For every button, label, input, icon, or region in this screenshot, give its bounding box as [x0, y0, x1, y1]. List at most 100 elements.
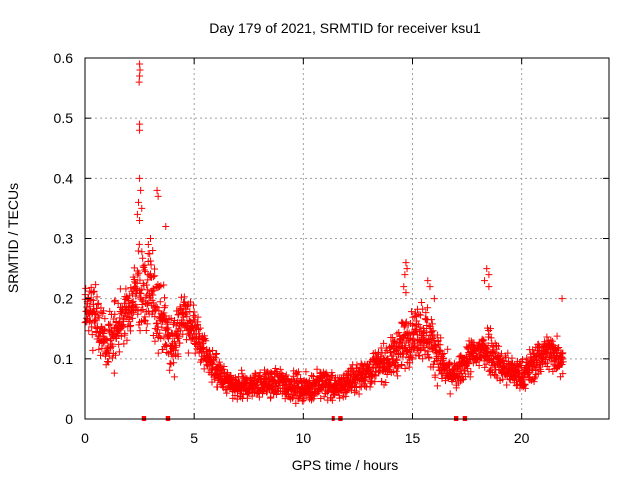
data-point: [121, 329, 129, 337]
data-point: [508, 354, 516, 362]
data-point: [408, 355, 416, 363]
data-point: [147, 235, 154, 242]
data-point: [206, 347, 214, 355]
data-point: [89, 346, 97, 354]
data-point: [382, 379, 390, 387]
data-point: [392, 367, 400, 375]
data-point: [389, 352, 397, 360]
data-point: [125, 299, 133, 307]
data-point: [548, 340, 556, 348]
data-point: [156, 283, 164, 291]
data-point: [141, 313, 149, 321]
data-point: [109, 342, 117, 350]
data-point: [137, 186, 145, 194]
data-point: [371, 371, 379, 379]
data-point: [558, 295, 566, 303]
data-point: [195, 338, 203, 346]
data-point: [135, 269, 143, 277]
data-point: [481, 277, 489, 285]
data-point: [393, 364, 401, 372]
data-point: [103, 336, 111, 344]
data-point: [93, 307, 101, 315]
data-point: [243, 394, 251, 402]
data-point: [351, 380, 359, 388]
data-point: [294, 368, 302, 376]
data-point: [545, 365, 553, 373]
data-point: [485, 367, 493, 375]
data-point: [88, 323, 96, 331]
data-point: [519, 356, 527, 364]
data-point: [456, 377, 464, 385]
data-point: [104, 357, 112, 365]
data-point: [136, 126, 144, 134]
data-point: [231, 392, 239, 400]
data-point: [485, 271, 493, 279]
data-point: [387, 348, 395, 356]
grid-lines: [85, 58, 609, 419]
data-point: [160, 304, 168, 312]
data-point: [184, 349, 192, 357]
data-point: [424, 304, 432, 312]
data-point: [138, 248, 146, 256]
data-point: [137, 307, 145, 315]
data-point: [153, 304, 161, 312]
data-point: [429, 327, 437, 335]
data-point: [412, 326, 420, 334]
data-point: [331, 390, 339, 398]
data-point: [142, 327, 150, 335]
data-point: [153, 186, 161, 194]
data-point: [172, 346, 180, 354]
data-point: [366, 383, 374, 391]
data-point: [133, 303, 141, 311]
data-point: [204, 362, 212, 370]
data-point: [401, 364, 409, 372]
y-tick-label: 0.3: [54, 231, 74, 247]
data-point: [129, 314, 137, 322]
data-point: [328, 396, 336, 404]
data-point: [302, 368, 310, 376]
data-point: [422, 309, 430, 317]
data-point: [521, 384, 529, 392]
data-point: [267, 393, 275, 401]
data-point: [112, 351, 120, 359]
data-point: [136, 276, 144, 284]
data-point: [320, 393, 328, 401]
data-point: [170, 337, 178, 345]
data-point: [372, 372, 380, 380]
y-axis-label: SRMTID / TECUs: [5, 183, 21, 293]
data-point: [143, 320, 151, 328]
data-point: [154, 349, 162, 357]
data-point: [503, 381, 511, 389]
data-point: [198, 356, 206, 364]
data-point: [136, 120, 144, 128]
data-point: [186, 317, 194, 325]
data-point: [436, 341, 444, 349]
data-point: [143, 281, 151, 289]
data-point: [123, 336, 131, 344]
data-point: [125, 314, 133, 322]
data-point: [136, 60, 144, 68]
data-point: [138, 285, 146, 293]
data-point: [135, 78, 143, 86]
data-point: [106, 307, 114, 315]
data-point: [425, 354, 433, 362]
data-point: [495, 342, 503, 350]
data-point: [434, 331, 442, 339]
data-point: [91, 319, 99, 327]
data-point: [144, 241, 152, 249]
data-point: [529, 365, 537, 373]
data-points: [81, 60, 567, 407]
data-point: [130, 264, 138, 272]
data-point: [256, 369, 264, 377]
data-point: [127, 327, 135, 335]
data-point: [419, 305, 427, 313]
data-point: [394, 363, 402, 371]
data-point: [156, 329, 164, 337]
data-point: [294, 371, 302, 379]
data-point: [407, 354, 415, 362]
data-point: [411, 313, 419, 321]
data-point: [162, 340, 169, 348]
data-point: [415, 310, 423, 318]
data-point: [392, 355, 400, 363]
